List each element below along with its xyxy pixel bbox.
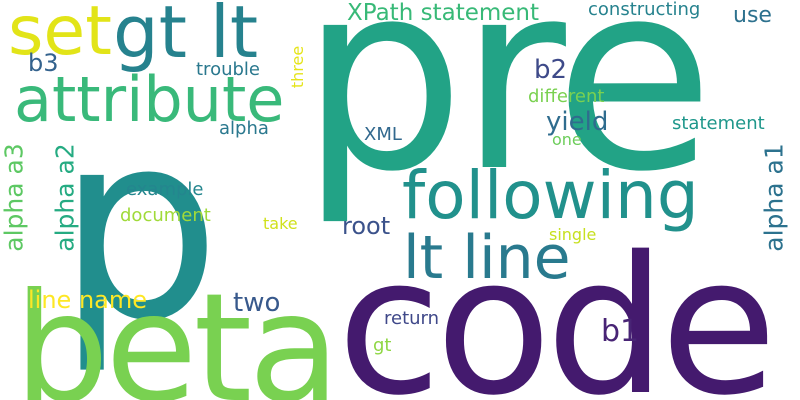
word-one: one	[552, 130, 582, 149]
word-alpha-a1: alpha a1	[759, 143, 789, 252]
word-gt: gt	[373, 335, 392, 356]
word-different: different	[528, 86, 605, 107]
word-two: two	[233, 288, 281, 318]
word-document: document	[120, 205, 211, 226]
word-p: p	[57, 77, 221, 377]
word-root: root	[342, 212, 391, 240]
word-b3: b3	[28, 49, 59, 77]
word-pre: pre	[300, 0, 714, 229]
word-example: example	[126, 179, 204, 200]
word-constructing: constructing	[588, 0, 701, 20]
word-b2: b2	[534, 55, 568, 85]
word-xml: XML	[364, 124, 402, 145]
word-single: single	[549, 225, 597, 244]
word-use: use	[733, 3, 772, 28]
word-line-name: line name	[28, 286, 148, 314]
word-alpha-a2: alpha a2	[50, 143, 80, 252]
word-alpha: alpha	[219, 118, 269, 139]
word-three: three	[288, 45, 308, 89]
word-statement: statement	[672, 113, 765, 134]
word-take: take	[263, 214, 298, 233]
word-gt-lt: gt lt	[113, 0, 259, 74]
word-return: return	[384, 308, 440, 329]
word-attribute: attribute	[14, 63, 285, 136]
word-yield: yield	[546, 107, 609, 137]
word-alpha-a3: alpha a3	[0, 143, 29, 252]
word-trouble: trouble	[196, 59, 260, 80]
word-set: set	[8, 0, 112, 71]
word-xpath-statement: XPath statement	[347, 0, 540, 26]
word-lt-line: lt line	[403, 223, 571, 293]
word-b1: b1	[601, 314, 640, 349]
word-code: code	[337, 216, 777, 400]
word-following: following	[402, 157, 699, 234]
word-beta: beta	[14, 262, 340, 400]
